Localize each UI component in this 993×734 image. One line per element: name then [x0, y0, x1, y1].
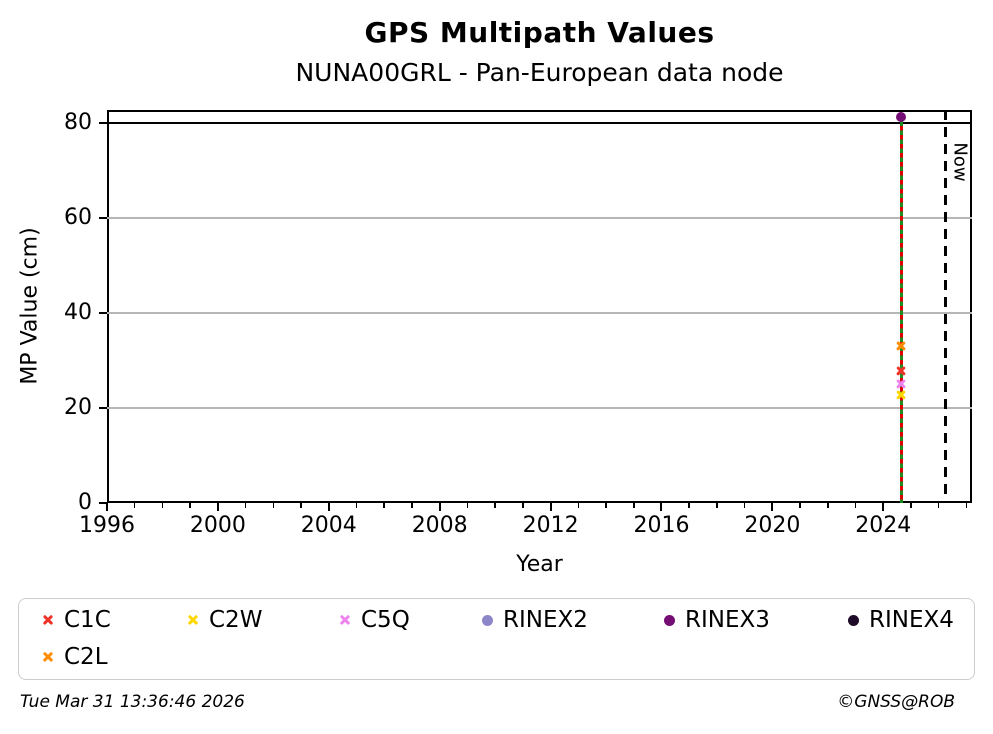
legend-label: RINEX2: [503, 607, 588, 633]
data-point-c2l: [896, 340, 907, 351]
x-tick-label: 2016: [633, 513, 690, 538]
x-tick-label: 2008: [411, 513, 468, 538]
legend-marker-circle-rinex4: [848, 614, 859, 626]
threshold-line: [107, 121, 972, 125]
data-point-rinex3: [896, 111, 907, 122]
legend-marker-x-c2l: [42, 651, 54, 663]
legend-marker-circle-rinex2: [482, 614, 493, 626]
x-minor-tick: [272, 503, 275, 508]
x-tick: [106, 503, 108, 511]
x-minor-tick: [133, 503, 136, 508]
legend-marker-x-c2w: [187, 614, 199, 626]
x-minor-tick: [937, 503, 940, 508]
y-tick: [99, 502, 107, 504]
data-point-c5q: [896, 378, 907, 389]
y-tick: [99, 406, 107, 409]
data-point-c1c: [896, 365, 907, 376]
legend-item-c2l: C2L: [42, 643, 108, 671]
footer-credit: ©GNSS@ROB: [837, 692, 955, 712]
x-tick: [771, 503, 774, 511]
x-minor-tick: [688, 503, 690, 508]
x-minor-tick: [244, 503, 247, 508]
x-tick-label: 2024: [855, 513, 912, 538]
x-minor-tick: [799, 503, 801, 508]
now-label: Now: [949, 142, 971, 182]
now-line: [944, 110, 947, 503]
x-tick-label: 2012: [522, 513, 579, 538]
y-tick-label: 40: [64, 299, 92, 325]
legend-item-c1c: C1C: [42, 606, 111, 634]
x-tick: [882, 503, 885, 511]
x-minor-tick: [965, 503, 968, 508]
legend-label: RINEX4: [869, 607, 954, 633]
plot-area: [107, 110, 972, 503]
y-tick: [99, 311, 107, 314]
legend-item-rinex2: RINEX2: [482, 606, 588, 634]
x-axis-label: Year: [516, 552, 563, 577]
x-minor-tick: [189, 503, 191, 508]
y-gridline: [107, 407, 972, 409]
legend-marker-x-c1c: [42, 614, 54, 626]
x-minor-tick: [300, 503, 302, 508]
x-minor-tick: [466, 503, 469, 508]
legend-item-rinex4: RINEX4: [848, 606, 954, 634]
x-minor-tick: [827, 503, 829, 508]
x-tick-label: 2000: [189, 513, 246, 538]
x-minor-tick: [161, 503, 164, 508]
x-tick: [438, 503, 441, 511]
y-tick-label: 0: [78, 490, 92, 515]
legend-marker-circle-rinex3: [664, 614, 675, 626]
legend-label: C2L: [64, 644, 108, 670]
x-tick: [216, 503, 219, 511]
x-minor-tick: [743, 503, 746, 508]
y-tick-label: 80: [64, 109, 92, 135]
x-minor-tick: [522, 503, 524, 508]
x-tick-label: 2004: [300, 513, 357, 538]
x-tick-label: 2020: [744, 513, 801, 538]
legend-item-rinex3: RINEX3: [664, 606, 770, 634]
y-tick: [99, 121, 107, 124]
x-minor-tick: [716, 503, 718, 508]
x-minor-tick: [910, 503, 912, 508]
x-minor-tick: [494, 503, 496, 508]
x-minor-tick: [411, 503, 413, 508]
y-tick: [99, 216, 107, 219]
x-minor-tick: [854, 503, 857, 508]
x-tick: [660, 503, 663, 511]
legend-item-c5q: C5Q: [339, 606, 410, 634]
chart-title: GPS Multipath Values: [364, 16, 715, 49]
chart-subtitle: NUNA00GRL - Pan-European data node: [295, 58, 784, 87]
x-minor-tick: [383, 503, 385, 508]
y-tick-label: 20: [64, 394, 92, 420]
legend-label: RINEX3: [685, 607, 770, 633]
x-tick: [327, 503, 330, 511]
x-minor-tick: [577, 503, 580, 508]
y-gridline: [107, 217, 972, 219]
y-tick-label: 60: [64, 204, 92, 230]
y-gridline: [107, 312, 972, 314]
data-point-c2w: [896, 390, 907, 401]
legend-marker-x-c5q: [339, 614, 351, 626]
x-minor-tick: [355, 503, 358, 508]
legend-label: C1C: [64, 607, 111, 633]
x-minor-tick: [605, 503, 607, 508]
x-tick-label: 1996: [79, 513, 135, 538]
footer-timestamp: Tue Mar 31 13:36:46 2026: [20, 692, 245, 712]
x-minor-tick: [633, 503, 635, 508]
x-tick: [549, 503, 552, 511]
legend-label: C2W: [209, 607, 263, 633]
event-line-dashed: [900, 116, 903, 503]
legend-label: C5Q: [361, 607, 410, 633]
legend-item-c2w: C2W: [187, 606, 262, 634]
legend: C1C C2W C5Q RINEX2 RINEX3 RINEX4 C2L: [18, 598, 975, 680]
